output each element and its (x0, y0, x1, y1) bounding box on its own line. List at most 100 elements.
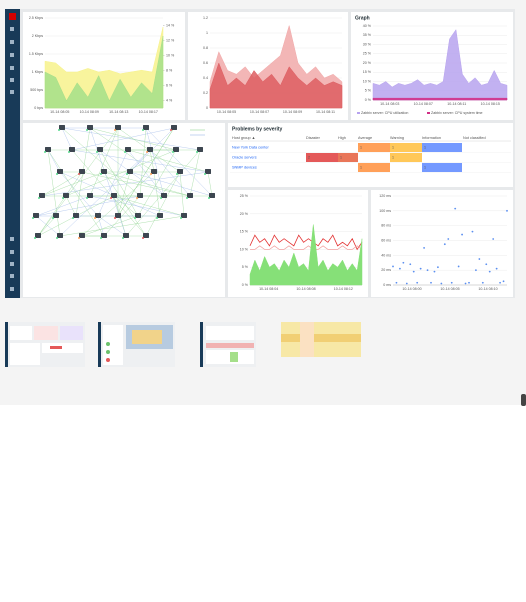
y-tick-label: 20 % (363, 61, 372, 65)
status-dot (44, 151, 46, 153)
status-dot (96, 151, 98, 153)
map-node (151, 169, 157, 174)
status-dot (134, 217, 136, 219)
status-dot (204, 173, 206, 175)
menu-icon[interactable] (10, 40, 14, 44)
map-link (97, 149, 129, 217)
point (499, 281, 501, 284)
x-tick-label: 10-14 08:05 (440, 287, 459, 291)
y2-tick-label: 6 % (166, 83, 173, 87)
severity-cell (338, 153, 358, 162)
menu-icon[interactable] (10, 53, 14, 57)
menu-icon[interactable] (10, 287, 14, 291)
map-node (135, 213, 141, 218)
point (478, 258, 481, 260)
map-node (69, 147, 75, 152)
x-tick-label: 10-14 08:05 (217, 110, 236, 114)
thumbnail[interactable] (98, 322, 175, 367)
y-tick-label: 15 % (240, 230, 249, 234)
map-node (123, 233, 129, 238)
map-node (147, 147, 153, 152)
map-link (149, 149, 155, 173)
edge-control[interactable] (521, 394, 526, 406)
y-tick-label: 1 Kbps (32, 70, 43, 74)
map-node (125, 147, 131, 152)
map-node (87, 193, 93, 198)
map-link (65, 195, 77, 217)
map-node (161, 193, 167, 198)
thumbnail[interactable] (5, 322, 85, 367)
map-link (81, 171, 191, 197)
status-dot (146, 151, 148, 153)
thumbnail[interactable] (200, 322, 256, 367)
point (395, 281, 398, 284)
map-link (89, 127, 177, 151)
y-tick-label: 10 % (240, 247, 249, 251)
map-link (117, 171, 131, 217)
x-tick-label: 10-14 08:10 (478, 287, 497, 291)
x-tick-label: 10-14 08:13 (109, 110, 128, 114)
menu-icon[interactable] (10, 66, 14, 70)
map-node (101, 169, 107, 174)
problem-count: 1 (424, 165, 426, 169)
x-tick-label: 10-14 08:00 (402, 287, 421, 291)
map-node (79, 233, 85, 238)
status-dot (62, 197, 64, 199)
x-tick-label: 10-14 08:11 (447, 102, 466, 106)
x-tick-label: 10-14 08:17 (139, 110, 158, 114)
status-dot (58, 129, 60, 131)
map-link (97, 215, 105, 237)
map-link (71, 127, 175, 151)
map-node (53, 213, 59, 218)
y-tick-label: 0.6 (203, 61, 208, 65)
map-link (61, 127, 201, 151)
map-node (59, 125, 65, 130)
logo[interactable] (9, 13, 16, 20)
map-link (127, 149, 165, 197)
point (475, 269, 477, 272)
map-link (41, 171, 105, 197)
point (433, 270, 436, 273)
thumbnails (5, 322, 361, 367)
y-tick-label: 30 % (363, 42, 372, 46)
map-node (87, 125, 93, 130)
severity-cell (390, 143, 422, 152)
y-tick-label: 20 % (240, 212, 249, 216)
status-dot (172, 151, 174, 153)
status-dot (196, 151, 198, 153)
map-node (63, 193, 69, 198)
map-link (71, 149, 209, 173)
menu-icon[interactable] (10, 78, 14, 82)
problem-count: 1 (360, 165, 362, 169)
status-dot (160, 197, 162, 199)
thumbnail[interactable] (281, 322, 361, 357)
menu-icon[interactable] (10, 262, 14, 266)
menu-icon[interactable] (10, 274, 14, 278)
map-node (171, 125, 177, 130)
point (419, 267, 422, 270)
y-tick-label: 60 ms (381, 238, 391, 242)
map-node (187, 193, 193, 198)
area (372, 97, 508, 101)
status-dot (180, 217, 182, 219)
point (430, 281, 432, 284)
status-dot (136, 197, 138, 199)
y-tick-label: 0 bps (34, 106, 43, 110)
x-tick-label: 10-14 08:15 (481, 102, 500, 106)
status-dot (124, 151, 126, 153)
menu-icon[interactable] (10, 237, 14, 241)
menu-icon[interactable] (10, 250, 14, 254)
menu-icon[interactable] (10, 90, 14, 94)
map-node (137, 193, 143, 198)
map-link (65, 149, 177, 197)
point (471, 230, 474, 233)
status-dot (100, 173, 102, 175)
widgets: 0 bps 500 bps 1 Kbps 1.5 Kbps 2 Kbps 2.5 Kbps… (23, 12, 513, 297)
map-link (113, 195, 185, 217)
graph-widget (371, 190, 513, 297)
map-link (71, 149, 147, 237)
menu-icon[interactable] (10, 27, 14, 31)
status-dot (114, 129, 116, 131)
map-link (35, 215, 61, 237)
